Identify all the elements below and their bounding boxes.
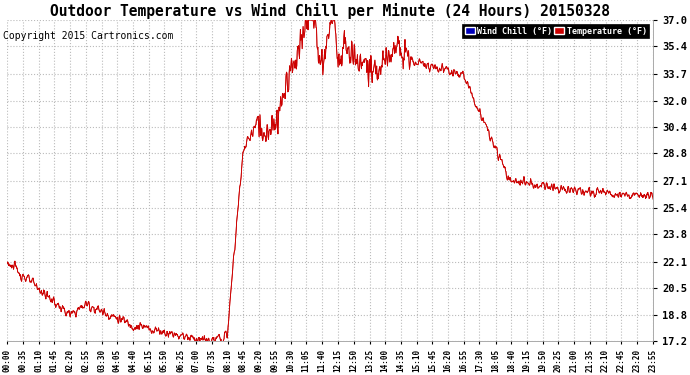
- Title: Outdoor Temperature vs Wind Chill per Minute (24 Hours) 20150328: Outdoor Temperature vs Wind Chill per Mi…: [50, 3, 610, 19]
- Text: Copyright 2015 Cartronics.com: Copyright 2015 Cartronics.com: [3, 32, 174, 41]
- Legend: Wind Chill (°F), Temperature (°F): Wind Chill (°F), Temperature (°F): [462, 24, 649, 38]
